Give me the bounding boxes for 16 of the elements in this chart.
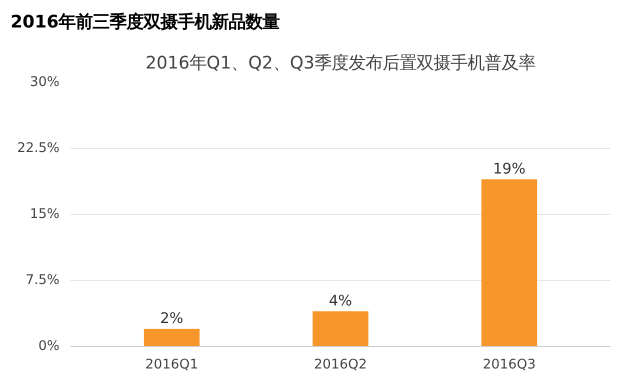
bar — [312, 311, 368, 346]
chart-subtitle: 2016年Q1、Q2、Q3季度发布后置双摄手机普及率 — [145, 54, 536, 74]
y-tick-label: 15% — [30, 207, 60, 222]
x-tick-label: 2016Q1 — [145, 358, 198, 372]
data-label: 2% — [160, 310, 184, 327]
y-tick-label: 30% — [30, 75, 60, 90]
y-tick-label: 22.5% — [17, 141, 60, 156]
y-tick-label: 7.5% — [26, 273, 60, 288]
x-tick-label: 2016Q3 — [482, 358, 536, 372]
chart-title: 2016年前三季度双摄手机新品数量 — [10, 12, 280, 32]
data-label: 19% — [492, 160, 526, 178]
x-tick-label: 2016Q2 — [314, 358, 367, 372]
bar — [481, 179, 538, 346]
y-tick-label: 0% — [38, 339, 60, 354]
data-label: 4% — [328, 292, 352, 310]
bar — [144, 328, 200, 346]
